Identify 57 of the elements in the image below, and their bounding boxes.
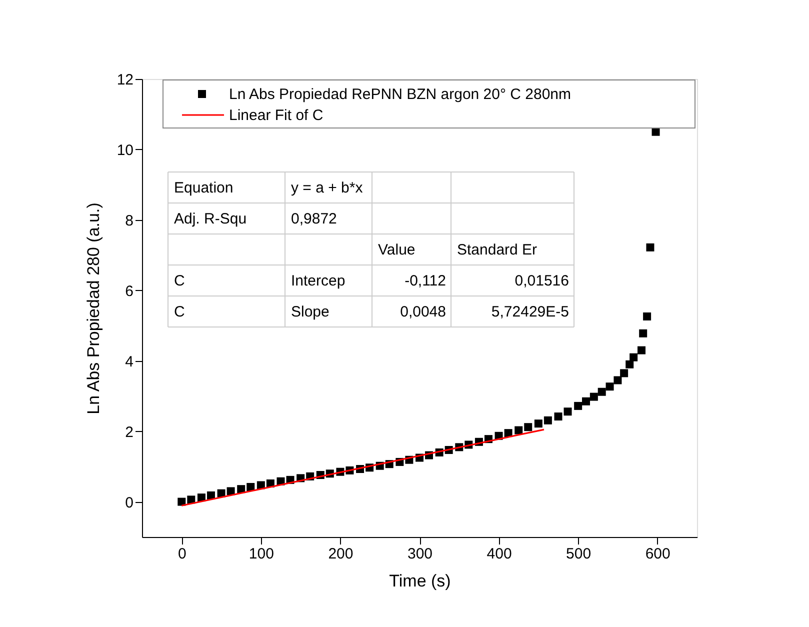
y-tick-label: 6: [125, 282, 134, 300]
annotation: C: [174, 304, 185, 320]
y-tick-label: 10: [116, 142, 134, 159]
x-tick-label: 300: [407, 546, 433, 562]
point: [626, 360, 634, 368]
point: [630, 353, 638, 362]
point: [638, 346, 646, 354]
annotation: 0,9872: [291, 210, 337, 228]
point: [582, 397, 590, 406]
annotation: Equation: [174, 180, 234, 196]
y-axis-title: Ln Abs Propiedad 280 (a.u.): [84, 202, 103, 414]
point: [620, 369, 628, 378]
point: [639, 329, 648, 338]
x-tick-label: 200: [328, 546, 354, 562]
annotation: Adj. R-Squ: [174, 210, 247, 228]
annotation: Slope: [291, 304, 330, 320]
x-tick-label: 600: [645, 546, 670, 562]
point: [598, 388, 606, 396]
y-tick-label: 0: [125, 494, 134, 512]
point: [574, 402, 582, 410]
point: [606, 382, 614, 391]
annotation: -0,112: [404, 272, 446, 290]
annotation: 0,0048: [400, 304, 446, 320]
x-axis-title: Time (s): [389, 572, 451, 590]
point: [614, 376, 622, 384]
point: [226, 487, 235, 496]
y-tick-label: 4: [125, 353, 134, 370]
annotation: C: [174, 272, 185, 290]
point: [652, 128, 660, 136]
annotation: 5,72429E-5: [491, 304, 569, 320]
point: [187, 496, 196, 504]
point: [514, 426, 523, 434]
point: [646, 243, 654, 252]
point: [554, 412, 562, 421]
point: [590, 392, 598, 401]
x-tick-label: 0: [178, 546, 186, 562]
y-tick-label: 12: [116, 72, 134, 88]
annotation: Standard Er: [457, 242, 538, 258]
y-tick-label: 2: [125, 424, 134, 441]
point: [564, 408, 572, 416]
point: [524, 423, 532, 432]
x-tick-label: 100: [248, 546, 274, 562]
legend-label: Linear Fit of C: [229, 107, 324, 124]
annotation: Value: [378, 242, 416, 258]
annotation: y = a + b*x: [291, 180, 364, 196]
x-tick-label: 500: [566, 546, 592, 562]
annotation: 0,01516: [514, 272, 569, 290]
point: [237, 485, 246, 494]
point: [246, 482, 255, 491]
point: [643, 312, 652, 320]
point: [178, 498, 186, 506]
x-tick-label: 400: [486, 546, 512, 562]
point: [544, 416, 552, 424]
annotation: Intercep: [291, 272, 346, 290]
point: [534, 420, 542, 428]
y-tick-label: 8: [125, 212, 134, 230]
legend-label: Ln Abs Propiedad RePNN BZN argon 20° C 280nm: [229, 86, 572, 103]
